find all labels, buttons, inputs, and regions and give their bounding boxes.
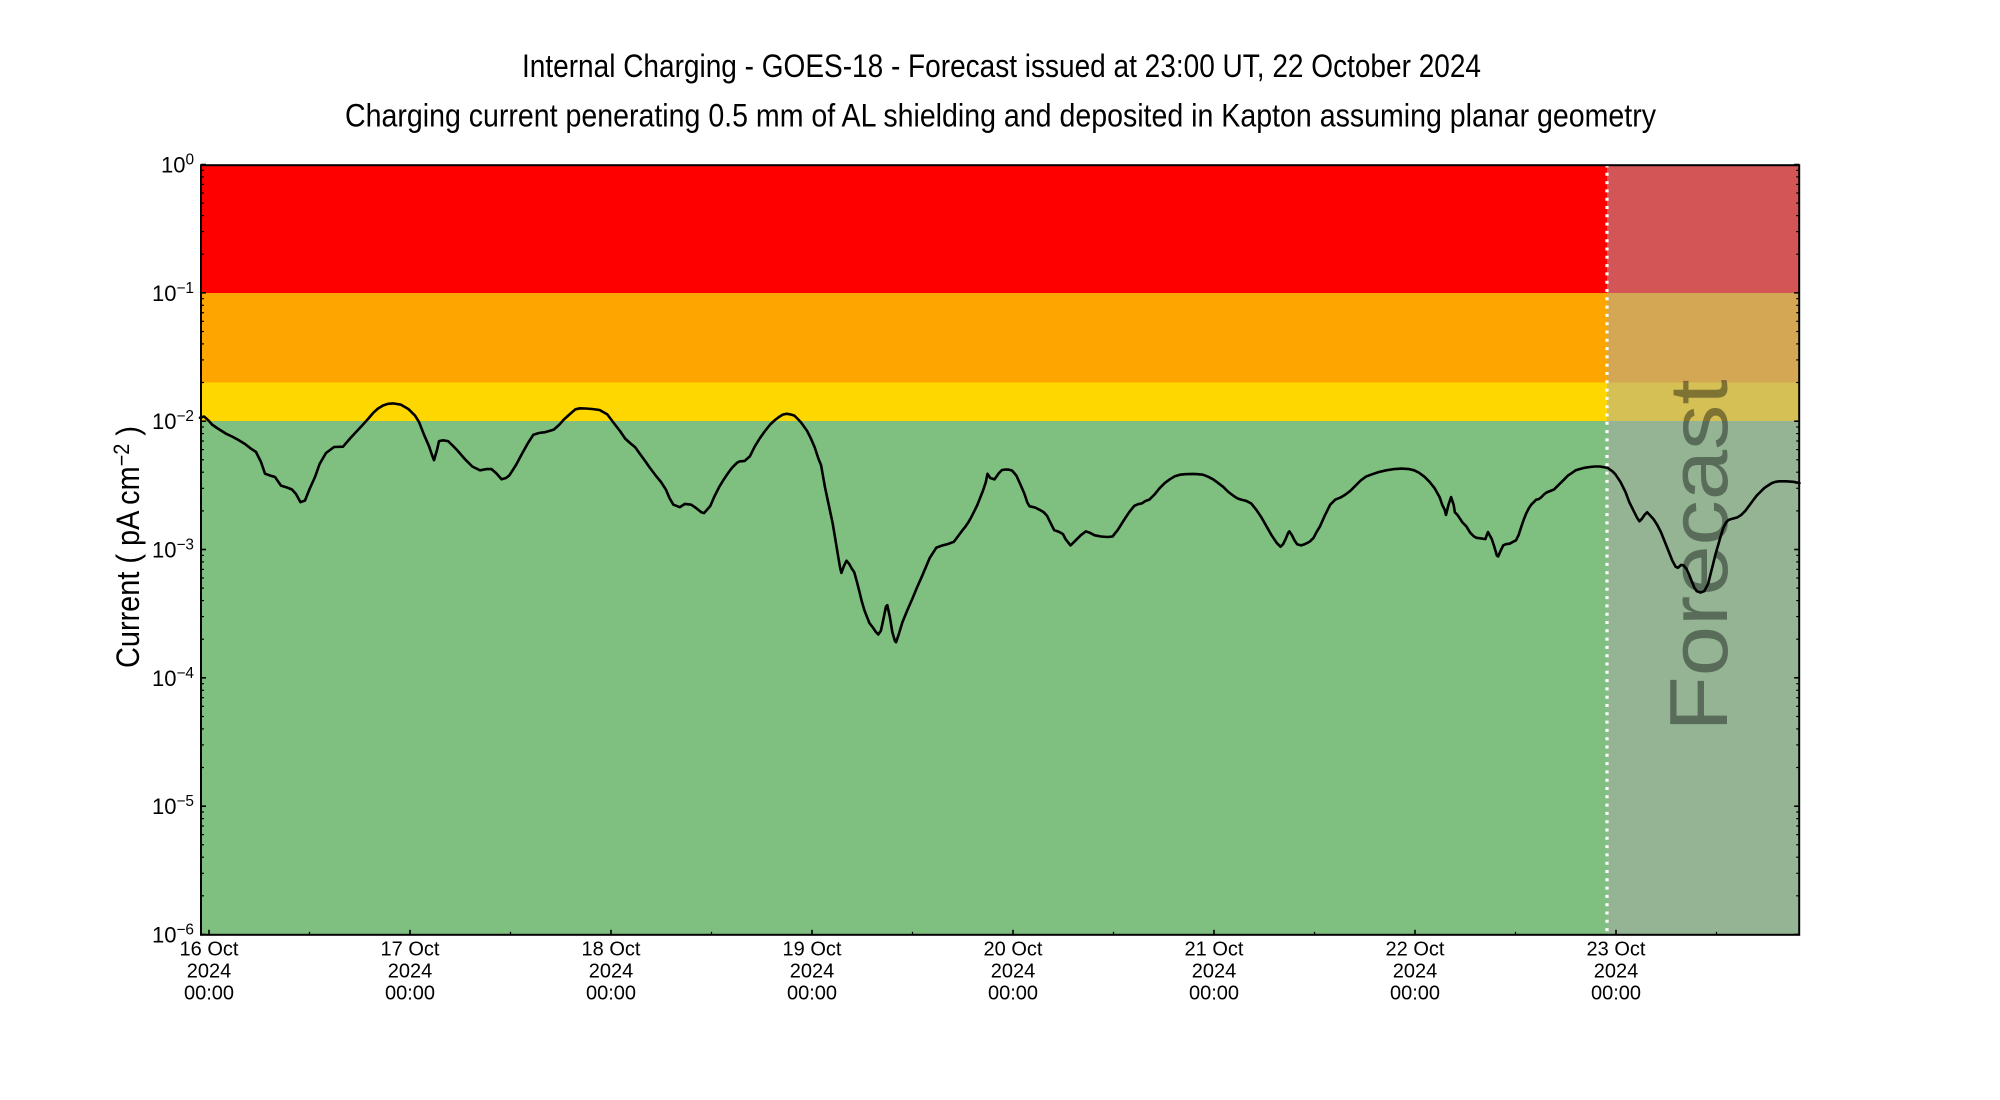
svg-text:2024: 2024 bbox=[1594, 960, 1639, 982]
svg-text:2024: 2024 bbox=[589, 960, 634, 982]
svg-text:Charging current penerating 0.: Charging current penerating 0.5 mm of AL… bbox=[345, 98, 1656, 134]
svg-text:00:00: 00:00 bbox=[385, 983, 435, 1005]
svg-text:00:00: 00:00 bbox=[184, 983, 234, 1005]
svg-text:21 Oct: 21 Oct bbox=[1185, 938, 1244, 960]
svg-text:22 Oct: 22 Oct bbox=[1386, 938, 1445, 960]
svg-text:10−3: 10−3 bbox=[152, 537, 194, 563]
svg-text:2024: 2024 bbox=[790, 960, 835, 982]
svg-text:16 Oct: 16 Oct bbox=[180, 938, 239, 960]
svg-text:2024: 2024 bbox=[388, 960, 433, 982]
svg-text:00:00: 00:00 bbox=[787, 983, 837, 1005]
svg-text:10−5: 10−5 bbox=[152, 793, 194, 819]
svg-text:20 Oct: 20 Oct bbox=[984, 938, 1043, 960]
svg-text:00:00: 00:00 bbox=[988, 983, 1038, 1005]
svg-text:2024: 2024 bbox=[1192, 960, 1237, 982]
svg-text:Internal Charging - GOES-18 -: Internal Charging - GOES-18 - Forecast i… bbox=[522, 48, 1481, 84]
svg-text:Current ( pA cm−2 ): Current ( pA cm−2 ) bbox=[109, 426, 146, 668]
svg-text:00:00: 00:00 bbox=[1390, 983, 1440, 1005]
svg-text:19 Oct: 19 Oct bbox=[783, 938, 842, 960]
svg-text:2024: 2024 bbox=[187, 960, 232, 982]
svg-text:2024: 2024 bbox=[1393, 960, 1438, 982]
svg-text:17 Oct: 17 Oct bbox=[381, 938, 440, 960]
svg-text:00:00: 00:00 bbox=[1189, 983, 1239, 1005]
svg-text:18 Oct: 18 Oct bbox=[582, 938, 641, 960]
svg-text:2024: 2024 bbox=[991, 960, 1036, 982]
svg-text:00:00: 00:00 bbox=[1591, 983, 1641, 1005]
svg-text:00:00: 00:00 bbox=[586, 983, 636, 1005]
svg-text:100: 100 bbox=[161, 152, 194, 178]
svg-text:Forecast: Forecast bbox=[1652, 380, 1745, 732]
svg-text:23 Oct: 23 Oct bbox=[1587, 938, 1646, 960]
